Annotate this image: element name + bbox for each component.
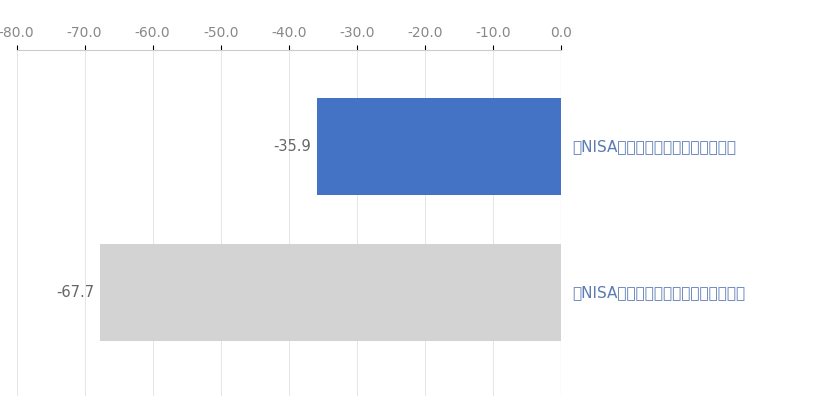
Text: 新NISAに関する案内や説明があった: 新NISAに関する案内や説明があった [572,139,736,154]
Bar [317,98,561,196]
Bar [100,244,561,341]
Text: -67.7: -67.7 [57,285,95,300]
Text: -35.9: -35.9 [273,139,311,154]
Text: 新NISAに関する案内や説明がなかった: 新NISAに関する案内や説明がなかった [572,285,745,300]
